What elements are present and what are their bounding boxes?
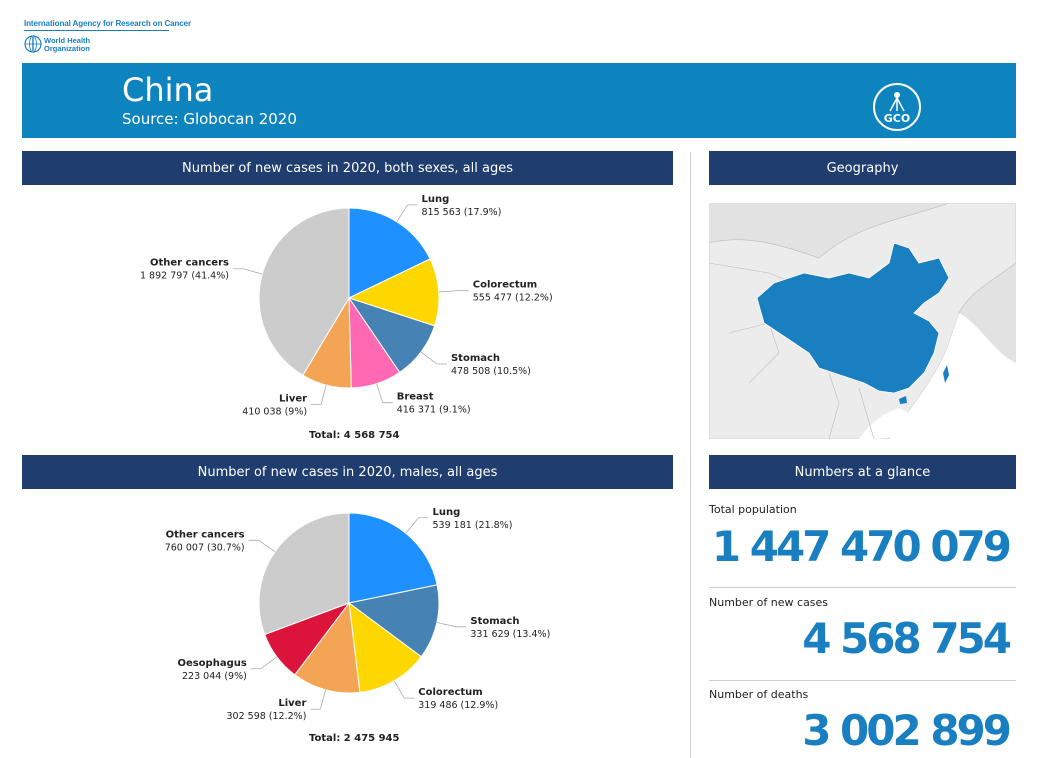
pie-label-value: 410 038 (9%): [242, 406, 307, 417]
pie-leader-line: [310, 689, 326, 710]
deaths-label: Number of deaths: [709, 688, 809, 701]
pie-slice-colorectum: [347, 258, 440, 327]
pie-label-name: Oesophagus: [177, 658, 246, 669]
pie-leader-line: [232, 268, 263, 275]
pie-label-value: 319 486 (12.9%): [418, 700, 498, 711]
iarc-logo-text: International Agency for Research on Can…: [24, 19, 192, 28]
pie-label-value: 815 563 (17.9%): [422, 207, 502, 218]
deaths-value: 3 002 899: [802, 706, 1012, 755]
population-value: 1 447 470 079: [711, 522, 1012, 571]
pie-label-value: 539 181 (21.8%): [433, 520, 513, 531]
geography-map: [709, 203, 1016, 439]
pie-slice-lung: [348, 207, 431, 299]
pie-label-value: 223 044 (9%): [182, 671, 247, 682]
pie-label-name: Breast: [397, 392, 434, 403]
pie-label-name: Lung: [433, 507, 461, 518]
pie-label-value: 331 629 (13.4%): [470, 629, 550, 640]
map-taiwan: [943, 365, 949, 383]
new-cases-value: 4 568 754: [802, 614, 1012, 663]
pie-label-value: 416 371 (9.1%): [397, 405, 471, 416]
pie-label-name: Other cancers: [150, 258, 229, 269]
glance-header: Numbers at a glance: [709, 455, 1016, 489]
chart1-header: Number of new cases in 2020, both sexes,…: [22, 151, 673, 185]
pie-chart-males: Lung 539 181 (21.8%) Stomach 331 629 (13.4%…: [165, 507, 551, 722]
pie-chart-both-sexes: Lung 815 563 (17.9%) Colorectum 555 477 (12…: [140, 194, 553, 418]
page-source: Source: Globocan 2020: [122, 110, 297, 128]
pie-slice-liver: [294, 601, 361, 694]
map-hainan: [899, 396, 907, 404]
who-emblem-icon: [24, 35, 42, 53]
pie-label-name: Colorectum: [473, 280, 537, 291]
pie-leader-line: [436, 622, 467, 628]
pie-label-value: 478 508 (10.5%): [451, 366, 531, 377]
pie2-total: Total: 2 475 945: [309, 733, 400, 744]
pie-label-name: Liver: [278, 698, 306, 709]
map-borders: [709, 262, 875, 439]
pie-label-value: 760 007 (30.7%): [165, 542, 245, 553]
column-divider: [690, 152, 691, 758]
pie-leader-line: [420, 351, 447, 365]
pie-label-name: Lung: [422, 194, 450, 205]
pie-leader-line: [250, 656, 278, 670]
pie-slice-other-cancers: [258, 512, 350, 636]
pie-leader-line: [438, 290, 469, 293]
pie-label-value: 555 477 (12.2%): [473, 293, 553, 304]
logo-divider: [24, 30, 169, 31]
pie-label-name: Colorectum: [418, 687, 482, 698]
pie-leader-line: [376, 383, 393, 404]
pie-leader-line: [405, 517, 429, 534]
pie-label-name: Stomach: [470, 616, 519, 627]
pie-label-name: Liver: [279, 393, 307, 404]
pie-slice-other-cancers: [258, 207, 350, 376]
pie-label-value: 1 892 797 (41.4%): [140, 271, 229, 282]
pie1-total: Total: 4 568 754: [309, 430, 400, 441]
pie-leader-line: [396, 204, 418, 222]
map-china: [756, 242, 950, 394]
pie-label-name: Stomach: [451, 353, 500, 364]
new-cases-label: Number of new cases: [709, 596, 829, 609]
gco-logo-text: GCO: [884, 112, 910, 125]
stat-separator: [709, 587, 1016, 588]
map-sea-south: [859, 408, 919, 439]
pie-label-value: 302 598 (12.2%): [227, 711, 307, 722]
who-logo-text: World Health Organization: [44, 36, 91, 53]
population-label: Total population: [709, 503, 797, 516]
geography-header: Geography: [709, 151, 1016, 185]
gco-logo-icon: GCO: [873, 83, 921, 131]
country-banner: China Source: Globocan 2020 GCO: [22, 63, 1016, 138]
pie-leader-line: [393, 680, 415, 699]
page-title: China: [122, 71, 214, 109]
pie-leader-line: [311, 384, 327, 405]
map-sea: [889, 313, 1016, 439]
chart2-header: Number of new cases in 2020, males, all …: [22, 455, 673, 489]
stat-separator: [709, 680, 1016, 681]
pie-label-name: Other cancers: [166, 529, 245, 540]
pie-leader-line: [248, 539, 276, 553]
